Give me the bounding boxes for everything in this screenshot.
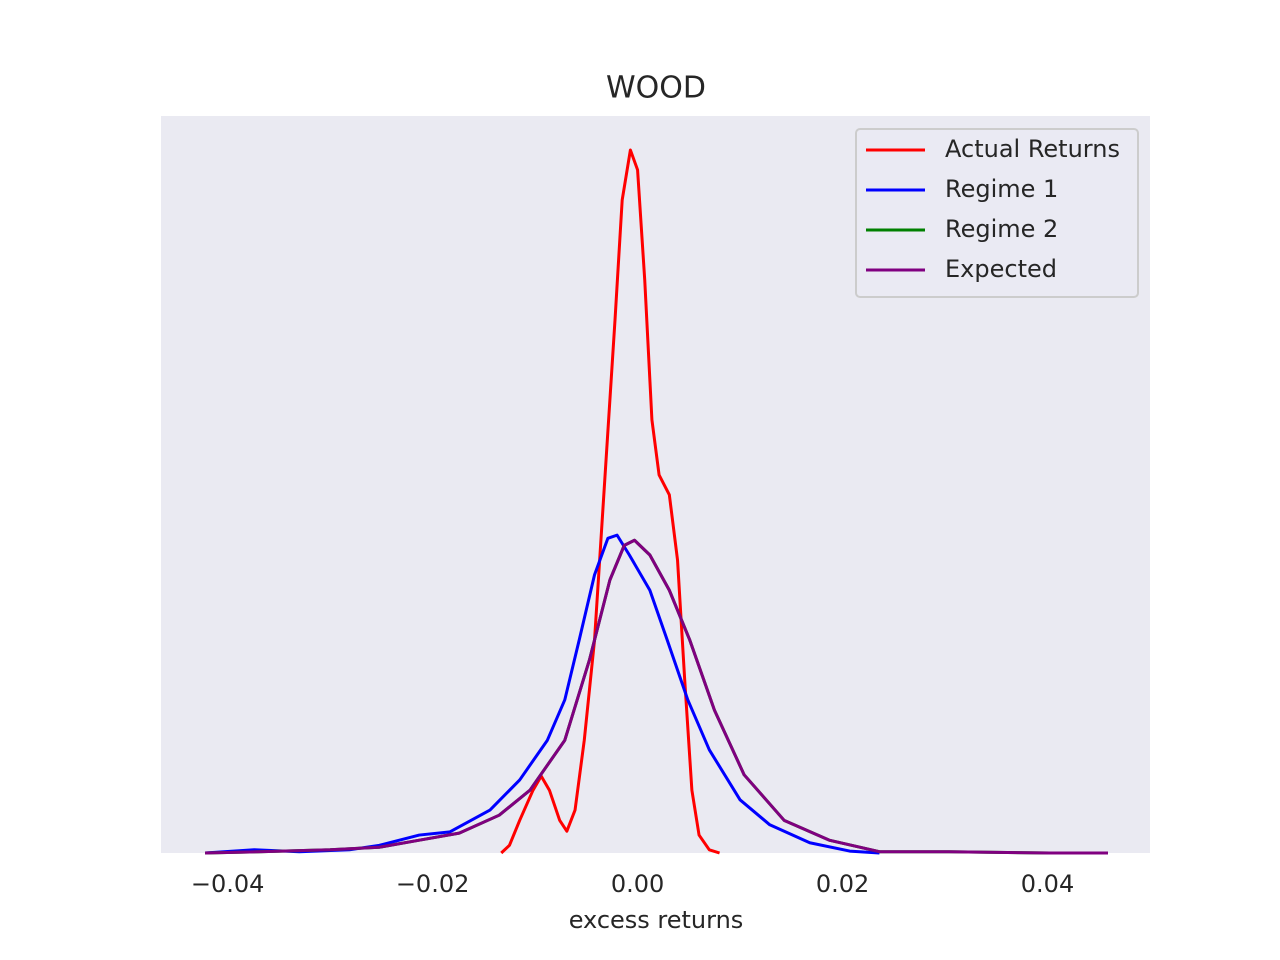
legend-label: Actual Returns	[945, 135, 1120, 163]
legend-label: Expected	[945, 255, 1057, 283]
chart-title: WOOD	[606, 71, 706, 106]
x-tick-label: −0.02	[396, 870, 470, 898]
x-tick-label: −0.04	[191, 870, 265, 898]
line	[204, 533, 880, 855]
legend-label: Regime 2	[945, 215, 1058, 243]
legend-box	[855, 128, 1139, 298]
line	[205, 538, 1108, 855]
x-axis-label: excess returns	[569, 906, 744, 934]
x-tick-label: 0.00	[611, 870, 664, 898]
x-tick-label: 0.04	[1021, 870, 1074, 898]
legend-label: Regime 1	[945, 175, 1058, 203]
line	[500, 148, 721, 855]
x-tick-label: 0.02	[816, 870, 869, 898]
